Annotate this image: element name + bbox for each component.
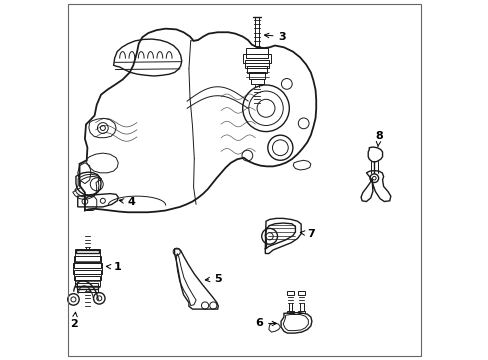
Text: 6: 6 (255, 319, 276, 328)
Text: 3: 3 (264, 32, 285, 41)
Text: 7: 7 (300, 229, 314, 239)
Text: 2: 2 (70, 312, 78, 329)
Text: 1: 1 (106, 262, 121, 272)
Text: 4: 4 (119, 197, 136, 207)
Text: 5: 5 (205, 274, 221, 284)
Text: 8: 8 (374, 131, 382, 147)
